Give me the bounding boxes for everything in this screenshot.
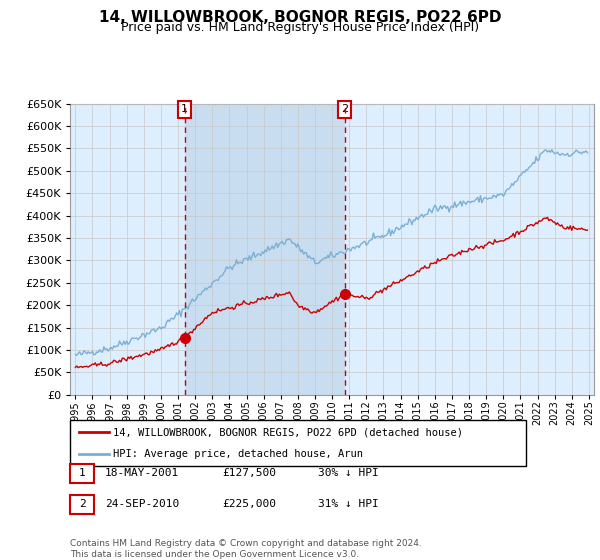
Text: 31% ↓ HPI: 31% ↓ HPI xyxy=(318,499,379,509)
Text: 2: 2 xyxy=(341,105,348,114)
Text: £127,500: £127,500 xyxy=(222,468,276,478)
Bar xyxy=(185,104,344,395)
Text: HPI: Average price, detached house, Arun: HPI: Average price, detached house, Arun xyxy=(113,449,364,459)
Text: 2: 2 xyxy=(79,499,86,509)
Text: 24-SEP-2010: 24-SEP-2010 xyxy=(105,499,179,509)
Text: 1: 1 xyxy=(181,105,188,114)
Text: Price paid vs. HM Land Registry's House Price Index (HPI): Price paid vs. HM Land Registry's House … xyxy=(121,21,479,34)
Text: Contains HM Land Registry data © Crown copyright and database right 2024.
This d: Contains HM Land Registry data © Crown c… xyxy=(70,539,422,559)
Text: 30% ↓ HPI: 30% ↓ HPI xyxy=(318,468,379,478)
Text: £225,000: £225,000 xyxy=(222,499,276,509)
Text: 14, WILLOWBROOK, BOGNOR REGIS, PO22 6PD: 14, WILLOWBROOK, BOGNOR REGIS, PO22 6PD xyxy=(99,10,501,25)
Text: 18-MAY-2001: 18-MAY-2001 xyxy=(105,468,179,478)
Text: 1: 1 xyxy=(79,468,86,478)
Text: 14, WILLOWBROOK, BOGNOR REGIS, PO22 6PD (detached house): 14, WILLOWBROOK, BOGNOR REGIS, PO22 6PD … xyxy=(113,427,463,437)
